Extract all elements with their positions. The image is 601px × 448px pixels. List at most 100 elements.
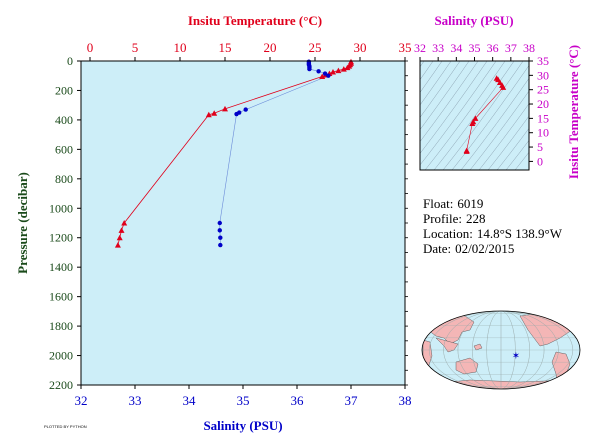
salinity-tick-label: 34 — [183, 393, 197, 408]
salinity-point — [322, 71, 328, 76]
ts-temperature-tick-label: 25 — [537, 83, 549, 97]
density-isoline — [420, 61, 479, 143]
map-meridian — [429, 311, 573, 389]
australia-landmass — [455, 357, 479, 375]
profile-value: 228 — [466, 211, 486, 226]
pressure-tick-label: 1800 — [49, 319, 73, 333]
pressure-tick-label: 200 — [55, 83, 73, 97]
salinity-tick-label: 33 — [129, 393, 142, 408]
ts-temperature-tick-label: 20 — [537, 97, 549, 111]
density-isoline — [496, 127, 529, 170]
pressure-tick-label: 1000 — [49, 201, 73, 215]
density-isoline — [514, 151, 529, 170]
float-value: 6019 — [457, 196, 484, 211]
density-isoline — [451, 65, 529, 170]
temperature-point — [222, 105, 228, 112]
ts-salinity-tick-label: 34 — [450, 41, 462, 55]
density-isoline — [478, 103, 529, 170]
temperature-tick-label: 0 — [87, 40, 94, 55]
pressure-tick-label: 400 — [55, 113, 73, 127]
pressure-tick-label: 1200 — [49, 231, 73, 245]
temperature-tick-label: 15 — [219, 40, 232, 55]
temperature-tick-label: 35 — [399, 40, 412, 55]
temperature-point — [118, 227, 125, 233]
float-label: Float: — [423, 196, 454, 211]
map-meridian — [457, 311, 545, 389]
ts-point — [469, 120, 476, 127]
footer-credit: PLOTTED BY PYTHON — [44, 424, 87, 429]
ts-salinity-tick-label: 33 — [432, 41, 444, 55]
salinity-point — [218, 235, 223, 240]
pressure-tick-label: 800 — [55, 172, 73, 186]
location-label: Location: — [423, 226, 473, 241]
temperature-point — [211, 110, 218, 116]
density-isoline — [420, 61, 461, 118]
ts-salinity-axis-label: Salinity (PSU) — [434, 13, 513, 28]
salinity-point — [217, 220, 222, 226]
temperature-point — [114, 242, 121, 248]
ts-temperature-tick-label: 35 — [537, 54, 549, 68]
antarctica-landmass — [422, 379, 580, 389]
ts-point — [500, 84, 507, 90]
pressure-tick-label: 600 — [55, 142, 73, 156]
ts-plot-background — [420, 61, 529, 170]
ts-point — [472, 115, 479, 121]
ts-temperature-tick-label: 0 — [537, 154, 543, 168]
map-meridian — [443, 311, 559, 389]
date-label: Date: — [423, 241, 452, 256]
temperature-tick-label: 25 — [309, 40, 322, 55]
ts-points — [463, 75, 507, 154]
south-america-landmass — [551, 351, 571, 387]
ts-salinity-ticks: 32 33 34 35 36 37 38 — [414, 41, 535, 61]
temperature-point — [330, 69, 336, 75]
salinity-point — [316, 69, 321, 74]
salinity-points — [217, 59, 331, 248]
temperature-point — [340, 66, 347, 72]
salinity-point — [326, 73, 331, 78]
density-isoline — [420, 61, 470, 131]
map-frame — [421, 310, 581, 390]
density-isoline — [433, 61, 515, 170]
temperature-point — [116, 234, 123, 241]
pressure-tick-label: 0 — [67, 54, 73, 68]
salinity-point — [243, 107, 248, 112]
float-info-row: Float: 6019 — [423, 196, 483, 212]
date-info-row: Date: 02/02/2015 — [423, 241, 514, 257]
pressure-tick-label: 2200 — [49, 378, 73, 392]
ts-salinity-tick-label: 37 — [505, 41, 517, 55]
temperature-point — [319, 73, 326, 79]
salinity-axis-label: Salinity (PSU) — [203, 418, 282, 433]
density-isoline — [442, 61, 524, 170]
ts-salinity-tick-label: 36 — [487, 41, 499, 55]
map-meridian — [486, 311, 516, 389]
temperature-point — [335, 67, 342, 74]
pressure-axis-label: Pressure (decibar) — [15, 172, 30, 274]
ts-temperature-tick-label: 10 — [537, 126, 549, 140]
salinity-tick-label: 32 — [75, 393, 88, 408]
location-info-row: Location: 14.8°S 138.9°W — [423, 226, 562, 242]
salinity-point — [217, 228, 222, 233]
temperature-axis-label: Insitu Temperature (°C) — [188, 13, 322, 28]
ts-temperature-axis-label: Insitu Temperature (°C) — [566, 45, 581, 179]
temperature-tick-label: 10 — [174, 40, 187, 55]
density-isoline — [505, 139, 529, 170]
map-meridian — [472, 311, 530, 389]
density-isoline — [420, 61, 452, 106]
salinity-tick-label: 38 — [399, 393, 412, 408]
temperature-tick-label: 20 — [264, 40, 277, 55]
salinity-axis-ticks: 32 33 34 35 36 37 38 — [75, 385, 412, 408]
ts-temperature-tick-label: 30 — [537, 68, 549, 82]
ts-salinity-tick-label: 38 — [523, 41, 535, 55]
temperature-axis-ticks: 0 5 10 15 20 25 30 35 — [87, 40, 412, 61]
south-asia-landmass — [435, 337, 459, 353]
world-map: ✶ — [421, 310, 581, 390]
temperature-point — [344, 64, 351, 71]
profile-plot: 0 5 10 15 20 25 30 35 32 33 34 35 36 37 38 0 200 400 600… — [15, 13, 412, 433]
temperature-tick-label: 30 — [354, 40, 367, 55]
profile-plot-background — [81, 61, 405, 385]
ts-salinity-tick-label: 35 — [469, 41, 481, 55]
salinity-tick-label: 35 — [237, 393, 250, 408]
